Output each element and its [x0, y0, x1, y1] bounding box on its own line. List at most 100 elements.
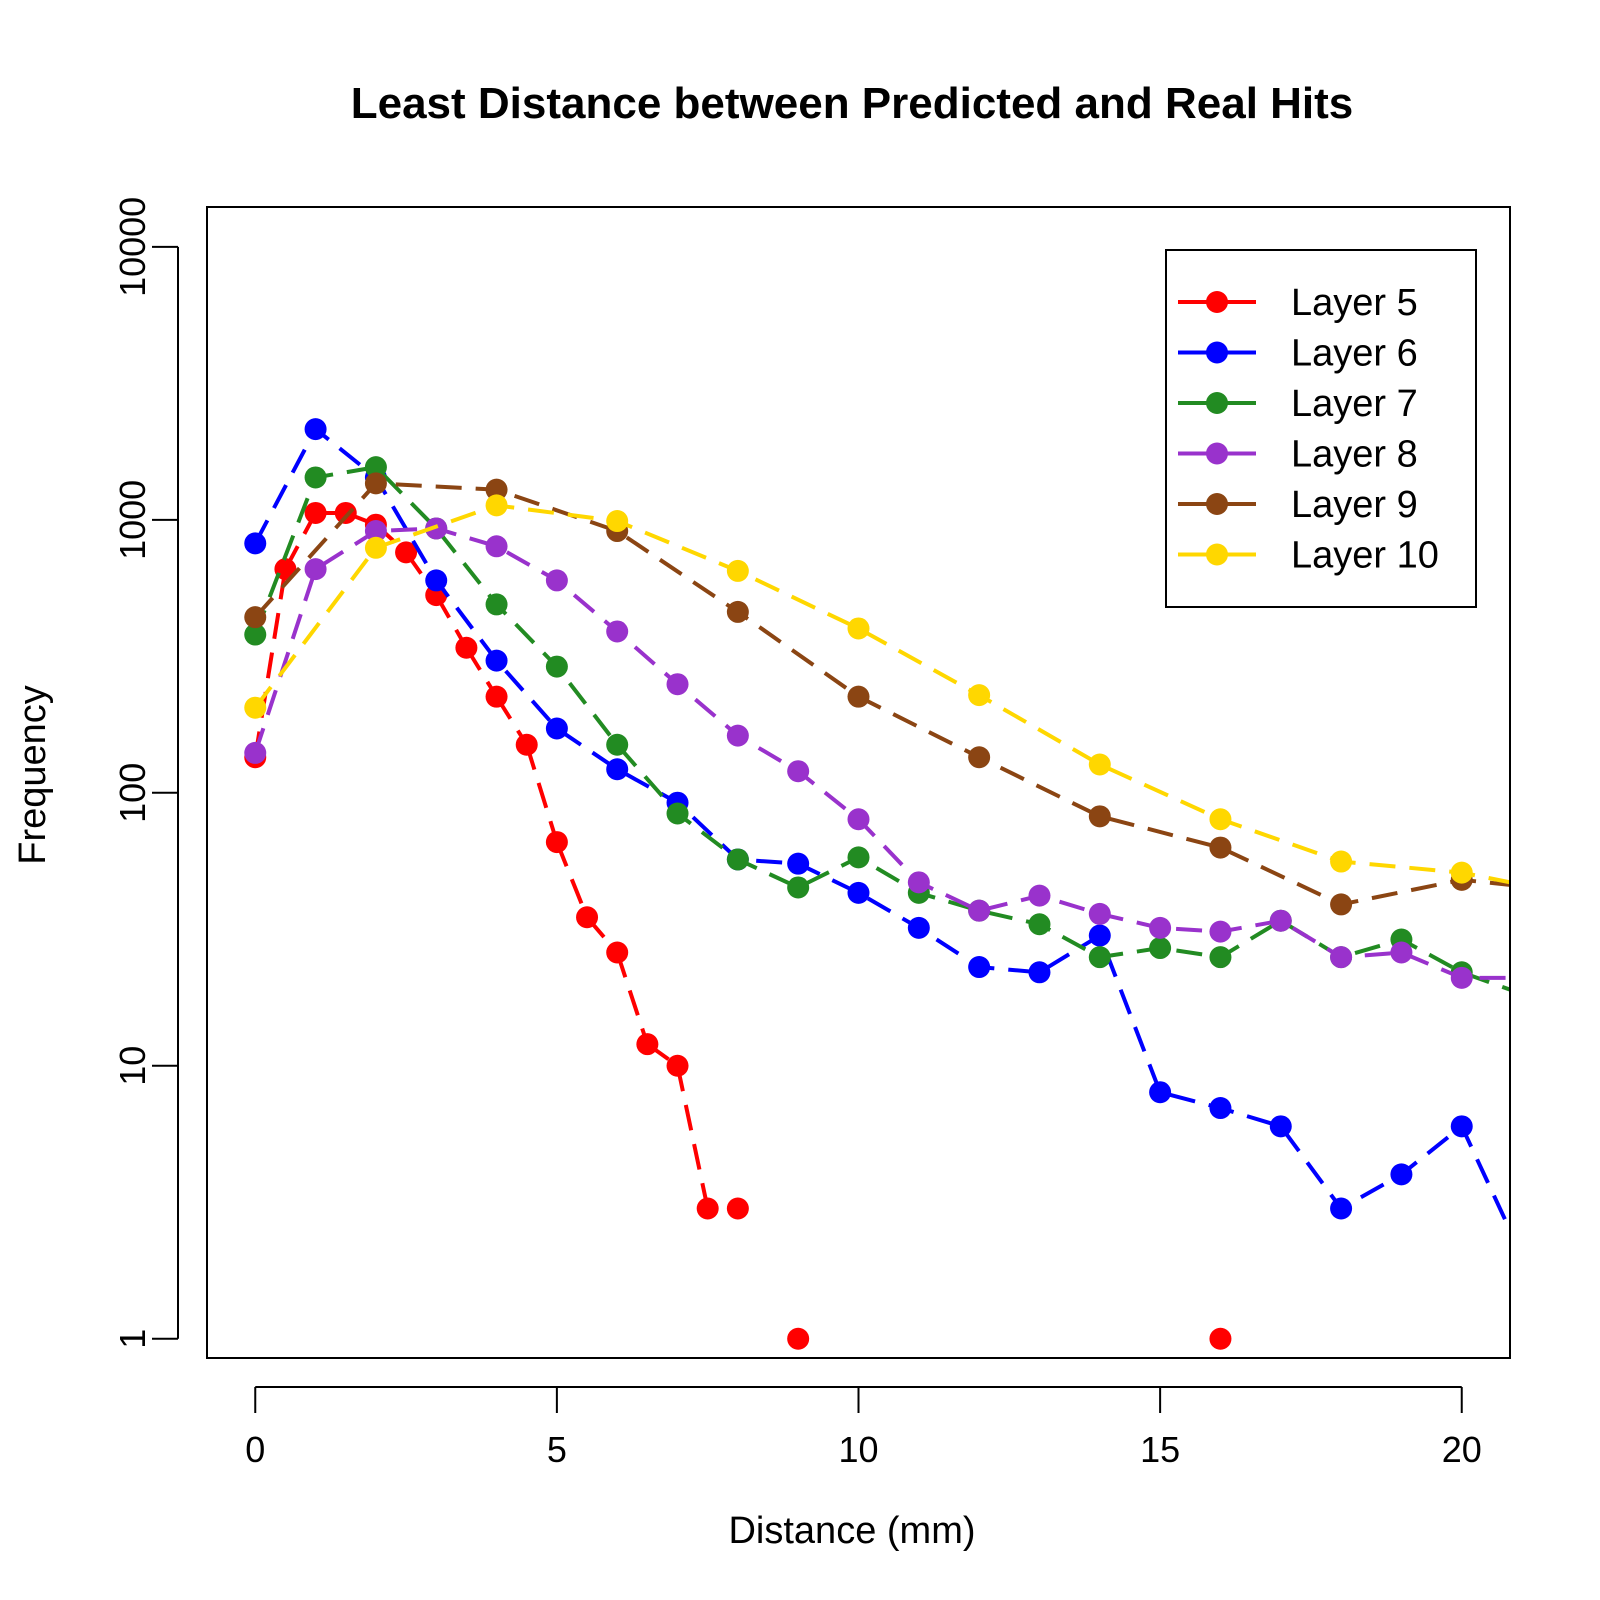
- axes: 0 5 10 15 20 1 10 100 1000 10000: [112, 197, 1511, 1470]
- chart-title: Least Distance between Predicted and Rea…: [351, 79, 1354, 128]
- data-point: [1149, 937, 1172, 960]
- data-point: [968, 684, 991, 707]
- series-line: [253, 503, 1510, 885]
- data-point: [364, 456, 387, 479]
- y-tick-label: 100: [112, 763, 153, 823]
- series-line-segment: [555, 841, 589, 919]
- data-point: [907, 916, 930, 939]
- legend-swatch-marker: [1206, 291, 1228, 313]
- data-point: [847, 617, 870, 640]
- data-point: [787, 760, 810, 783]
- data-point: [968, 746, 991, 769]
- legend-label: Layer 5: [1291, 282, 1418, 324]
- data-point: [515, 733, 538, 756]
- data-point: [726, 600, 749, 623]
- data-point: [666, 673, 689, 696]
- data-point: [1209, 836, 1232, 859]
- series-line-segment: [524, 744, 559, 843]
- data-point: [847, 685, 870, 708]
- data-point: [545, 569, 568, 592]
- series-layer-8: [244, 517, 1510, 989]
- data-point: [1088, 805, 1111, 828]
- data-point: [485, 685, 508, 708]
- series-line-segment: [675, 1065, 710, 1209]
- data-point: [726, 1197, 749, 1220]
- data-point: [1088, 902, 1111, 925]
- data-point: [304, 501, 327, 524]
- data-point: [787, 876, 810, 899]
- data-point: [244, 696, 267, 719]
- data-point: [847, 881, 870, 904]
- data-point: [485, 494, 508, 517]
- x-axis-label: Distance (mm): [728, 1510, 975, 1552]
- data-point: [1088, 753, 1111, 776]
- series-line: [253, 427, 1510, 1231]
- x-tick-label: 15: [1140, 1429, 1180, 1470]
- data-point: [907, 871, 930, 894]
- y-tick-label: 1000: [112, 480, 153, 560]
- data-point: [1450, 966, 1473, 989]
- series-layer-9: [244, 472, 1510, 916]
- data-point: [244, 623, 267, 646]
- data-point: [666, 1054, 689, 1077]
- series-line: [253, 526, 1510, 980]
- data-point: [364, 520, 387, 543]
- data-point: [545, 717, 568, 740]
- data-point: [304, 418, 327, 441]
- data-point: [1088, 924, 1111, 947]
- data-point: [606, 758, 629, 781]
- y-tick-label: 1: [112, 1329, 153, 1349]
- data-point: [636, 1033, 659, 1056]
- series-line: [253, 481, 1510, 907]
- data-point: [726, 848, 749, 871]
- data-point: [1149, 1081, 1172, 1104]
- data-point: [1390, 1163, 1413, 1186]
- data-point: [606, 941, 629, 964]
- data-point: [485, 649, 508, 672]
- data-point: [606, 733, 629, 756]
- data-point: [485, 535, 508, 558]
- data-point: [606, 620, 629, 643]
- data-point: [425, 569, 448, 592]
- data-point: [244, 532, 267, 555]
- x-tick-label: 20: [1442, 1429, 1482, 1470]
- data-point: [1450, 861, 1473, 884]
- data-point: [1330, 893, 1353, 916]
- data-point: [304, 558, 327, 581]
- data-point: [968, 956, 991, 979]
- data-point: [364, 472, 387, 495]
- data-point: [244, 606, 267, 629]
- legend-label: Layer 6: [1291, 333, 1418, 375]
- data-point: [1088, 946, 1111, 969]
- legend-label: Layer 9: [1291, 484, 1418, 526]
- legend-swatch-marker: [1206, 493, 1228, 515]
- data-point: [968, 899, 991, 922]
- x-tick-label: 5: [547, 1429, 567, 1470]
- data-point: [1209, 920, 1232, 943]
- y-axis-label: Frequency: [12, 685, 54, 865]
- legend-swatch-marker: [1206, 543, 1228, 566]
- data-point: [1028, 884, 1051, 907]
- legend-swatch-marker: [1206, 392, 1228, 414]
- legend-swatch-marker: [1206, 341, 1228, 364]
- data-point: [1149, 916, 1172, 939]
- data-point: [576, 906, 599, 929]
- data-point: [1209, 1097, 1232, 1120]
- x-tick-label: 0: [245, 1429, 265, 1470]
- y-tick-label: 10: [112, 1046, 153, 1086]
- data-point: [364, 536, 387, 559]
- data-point: [847, 846, 870, 869]
- data-point: [726, 724, 749, 747]
- data-point: [1330, 1197, 1353, 1220]
- legend: Layer 5 Layer 6 Layer 7 Layer 8 Layer 9 Layer…: [1165, 249, 1477, 608]
- series-line-segment: [615, 951, 650, 1045]
- data-point: [1028, 961, 1051, 984]
- data-point: [666, 802, 689, 825]
- data-point: [1209, 946, 1232, 969]
- series-layer-10: [244, 494, 1510, 885]
- data-point: [1209, 808, 1232, 831]
- data-point: [1209, 1327, 1232, 1350]
- data-point: [485, 478, 508, 501]
- data-point: [726, 559, 749, 582]
